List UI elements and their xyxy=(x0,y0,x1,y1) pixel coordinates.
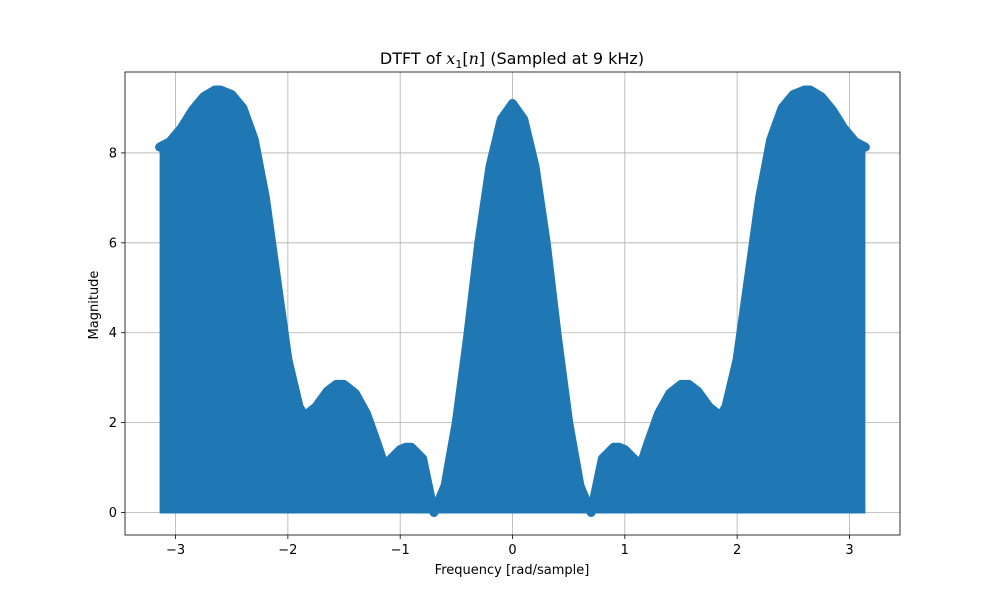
x-tick-label: −2 xyxy=(278,543,297,558)
magnitude-markers xyxy=(155,85,870,517)
x-tick-label: 2 xyxy=(733,543,741,558)
y-tick-label: 4 xyxy=(109,326,117,341)
y-tick-label: 0 xyxy=(109,506,117,521)
x-axis-ticks: −3 −2 −1 0 1 2 3 xyxy=(166,535,854,558)
x-axis-label: Frequency [rad/sample] xyxy=(435,563,590,578)
y-tick-label: 6 xyxy=(109,236,117,251)
x-tick-label: −1 xyxy=(391,543,410,558)
y-axis-label: Magnitude xyxy=(87,271,102,340)
y-tick-label: 8 xyxy=(109,146,117,161)
y-axis-ticks: 0 2 4 6 8 xyxy=(109,146,125,521)
magnitude-area xyxy=(159,90,866,513)
x-tick-label: 1 xyxy=(621,543,629,558)
magnitude-fill xyxy=(159,90,866,513)
y-tick-label: 2 xyxy=(109,416,117,431)
x-tick-label: 0 xyxy=(508,543,516,558)
magnitude-marker-envelope xyxy=(155,85,870,517)
x-tick-label: −3 xyxy=(166,543,185,558)
x-tick-label: 3 xyxy=(845,543,853,558)
chart-title: DTFT of x1[n] (Sampled at 9 kHz) xyxy=(380,49,644,71)
